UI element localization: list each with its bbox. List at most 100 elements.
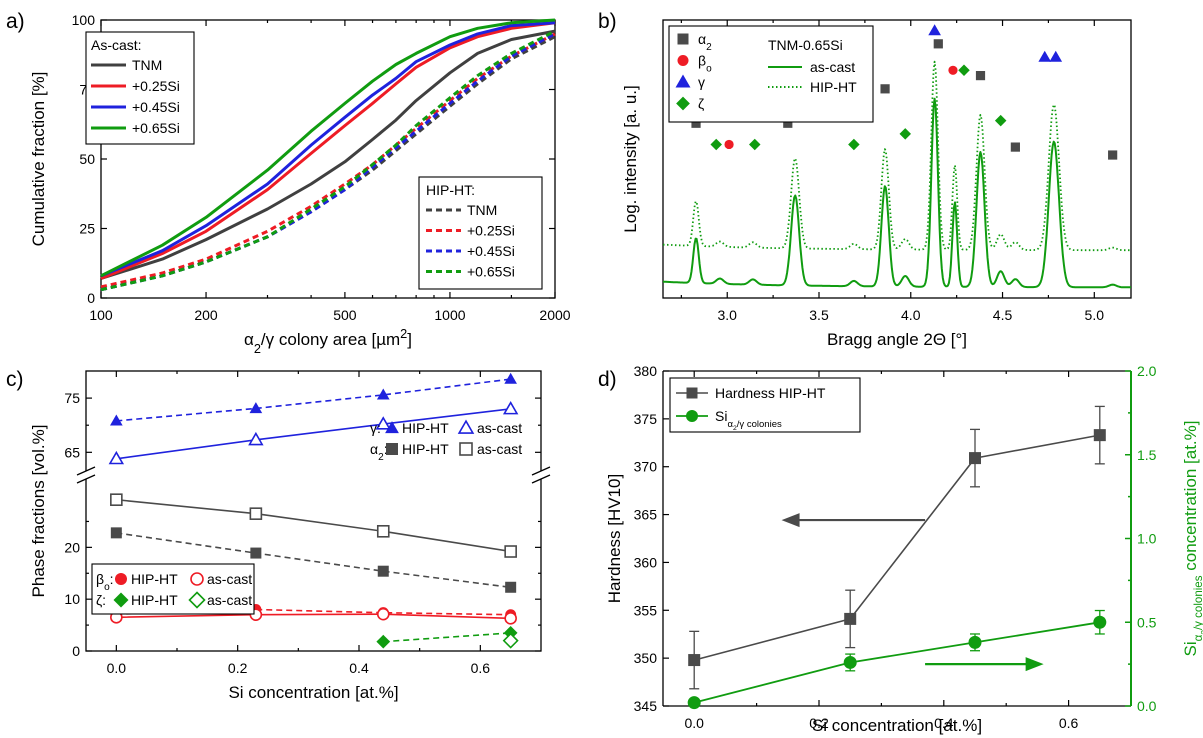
data-point <box>504 612 517 625</box>
legend-entry: +0.45Si <box>132 99 180 115</box>
legend-entry: +0.25Si <box>467 223 515 239</box>
legend-marker <box>677 55 689 66</box>
legend-entry: α2 <box>698 31 712 53</box>
legend-entry: HIP-HT <box>402 441 449 457</box>
data-point <box>377 565 389 577</box>
data-point <box>1093 429 1106 442</box>
phase-marker <box>975 71 986 81</box>
label-part: α <box>370 441 378 457</box>
y-axis-label: Phase fractions [vol.%] <box>29 425 48 598</box>
phase-marker <box>880 84 890 94</box>
data-point <box>110 527 122 539</box>
right-y-tick-label: 0.5 <box>1137 614 1157 630</box>
legend-entry: +0.45Si <box>467 243 515 259</box>
panel-label: c) <box>6 368 24 391</box>
legend-marker <box>676 96 690 111</box>
legend-entry: Siα2/γ colonies <box>715 408 782 432</box>
data-point <box>248 431 264 446</box>
arrow-head <box>1025 657 1044 672</box>
y-tick-label: 350 <box>634 650 658 666</box>
y-tick-label: 50 <box>79 151 95 167</box>
label-part: β <box>96 571 104 587</box>
legend-box <box>669 377 861 433</box>
superscript: 2 <box>400 326 407 341</box>
phase-marker <box>749 138 761 151</box>
legend-marker <box>386 443 398 455</box>
y-tick-label: 380 <box>634 363 658 379</box>
y-tick-label: 10 <box>64 591 80 607</box>
phase-marker <box>933 39 943 49</box>
data-point <box>108 450 125 465</box>
x-axis-label: α2/γ colony area [µm2] <box>244 326 412 356</box>
legend-label: βo: <box>96 571 114 593</box>
data-point <box>110 414 123 426</box>
legend-entry: βo <box>698 53 712 75</box>
label-part: /γ colony area [µm <box>261 330 400 349</box>
panel-label: b) <box>598 10 617 33</box>
label-part: α <box>727 419 733 430</box>
y-axis-label: Cumulative fraction [%] <box>29 72 48 247</box>
phase-marker <box>958 64 970 77</box>
data-point <box>376 388 390 400</box>
series-line <box>100 21 556 280</box>
y-tick-label: 365 <box>634 507 658 523</box>
series-line <box>100 32 556 292</box>
data-point <box>376 634 391 649</box>
subscript: α2/γ colonies <box>727 419 782 433</box>
series-line <box>116 498 511 553</box>
legend-entry: HIP-HT <box>131 571 178 587</box>
legend-gamma-alpha: γ: HIP-HT as-cast α2: HIP-HT as-cast <box>370 419 522 463</box>
legend-box <box>85 31 195 145</box>
data-point <box>502 632 519 649</box>
x-tick-label: 1000 <box>434 307 465 323</box>
subscript: 2 <box>1199 630 1203 635</box>
x-tick-label: 0.6 <box>1059 715 1079 731</box>
series-line <box>116 408 511 460</box>
x-tick-label: 500 <box>333 307 357 323</box>
data-point <box>110 493 123 506</box>
legend-marker <box>457 419 475 434</box>
data-point <box>505 581 517 593</box>
series-line <box>116 608 511 616</box>
phase-marker <box>1038 50 1052 62</box>
x-tick-label: 3.5 <box>809 307 829 323</box>
legend-as-cast: As-cast: TNM +0.25Si +0.45Si +0.65Si <box>85 31 195 145</box>
phase-marker <box>994 114 1007 127</box>
data-point <box>1093 615 1107 629</box>
phase-marker <box>928 24 941 36</box>
legend-marker <box>190 572 204 586</box>
legend-entry: as-cast <box>207 571 252 587</box>
y-tick-label: 355 <box>634 602 658 618</box>
legend-box <box>668 25 874 123</box>
right-y-tick-label: 1.0 <box>1137 531 1157 547</box>
x-tick-label: 4.5 <box>993 307 1013 323</box>
y-tick-label: 360 <box>634 554 658 570</box>
legend-entry: TNM <box>132 57 162 73</box>
legend-entry: +0.25Si <box>132 78 180 94</box>
x-axis-label: Si concentration [at.%] <box>812 716 982 735</box>
y-axis-label: Hardness [HV10] <box>605 474 624 603</box>
plot-frame <box>662 19 1132 299</box>
right-y-tick-label: 1.5 <box>1137 447 1157 463</box>
phase-marker <box>848 138 860 151</box>
x-tick-label: 2000 <box>539 307 570 323</box>
x-tick-label: 5.0 <box>1085 307 1105 323</box>
right-y-tick-label: 2.0 <box>1137 363 1157 379</box>
y-tick-label: 65 <box>64 444 80 460</box>
legend-marker <box>115 573 127 585</box>
data-point <box>249 402 263 414</box>
right-y-tick-label: 0.0 <box>1137 698 1157 714</box>
x-tick-label: 0.6 <box>471 660 491 676</box>
label-part: Si <box>1181 641 1200 656</box>
panel-c: c) 0.0 0.2 0.4 0.6 0 10 20 65 75 Si concentration … <box>6 368 551 702</box>
legend-hip-ht: HIP-HT: TNM +0.25Si +0.45Si +0.65Si <box>418 176 543 290</box>
legend-entry: +0.65Si <box>467 264 515 280</box>
arrow-head <box>781 513 800 528</box>
x-axis-label: Bragg angle 2Θ [°] <box>827 330 967 349</box>
legend-entry: as-cast <box>207 592 252 608</box>
data-point <box>375 416 391 430</box>
y-axis-label: Log. intensity [a. u.] <box>621 85 640 232</box>
label-part: α <box>698 31 706 47</box>
legend-marker <box>686 387 698 399</box>
